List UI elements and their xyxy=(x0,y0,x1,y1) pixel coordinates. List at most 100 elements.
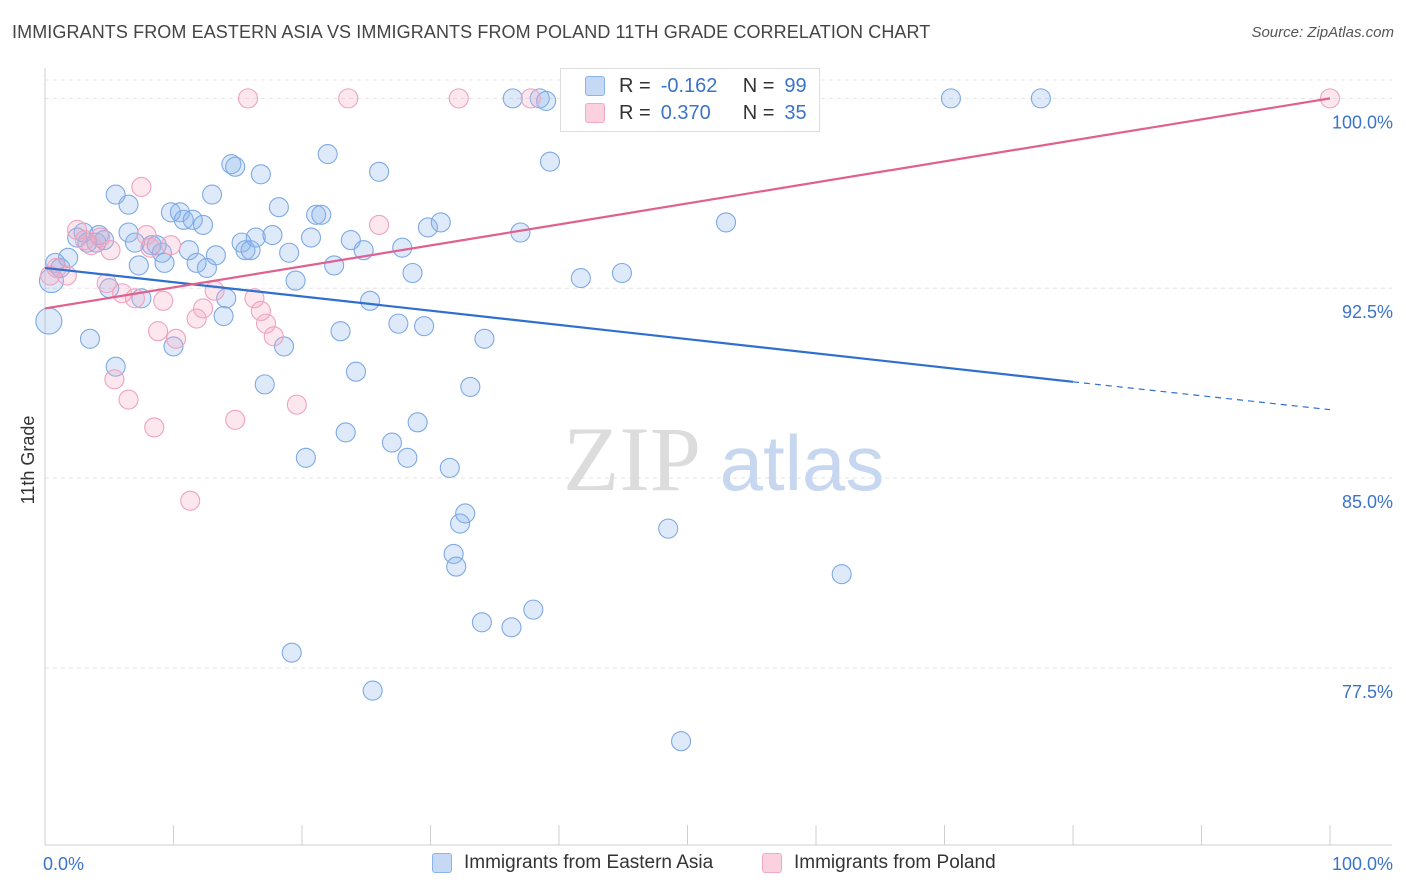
data-point xyxy=(180,490,201,511)
data-point xyxy=(501,617,522,638)
legend-swatch-eastern-asia xyxy=(432,853,452,873)
data-point xyxy=(381,432,403,453)
data-point xyxy=(273,336,295,357)
data-point xyxy=(100,240,121,261)
data-point xyxy=(455,503,476,524)
data-point xyxy=(306,204,327,225)
data-point xyxy=(262,224,283,246)
data-point xyxy=(658,518,679,539)
stats-swatch-eastern-asia xyxy=(585,76,605,96)
data-point xyxy=(300,227,322,248)
n-label: N = xyxy=(742,74,775,97)
data-point xyxy=(388,313,409,334)
data-point xyxy=(153,290,174,311)
y-tick-label: 100.0% xyxy=(1332,112,1393,132)
data-point xyxy=(186,308,207,329)
data-point xyxy=(520,88,541,109)
data-point xyxy=(148,321,169,342)
data-point xyxy=(324,255,345,276)
r-value-poland: 0.370 xyxy=(660,101,711,124)
trend-line-eastern-asia xyxy=(44,266,1074,383)
bottom-legend: Immigrants from Eastern Asia Immigrants … xyxy=(0,852,1406,878)
data-point xyxy=(671,731,692,752)
data-point xyxy=(417,217,438,238)
data-point xyxy=(460,376,481,397)
legend-item-eastern-asia[interactable]: Immigrants from Eastern Asia xyxy=(432,852,713,874)
data-point xyxy=(397,447,418,468)
grid-lines xyxy=(45,79,1392,669)
data-point xyxy=(163,336,184,357)
r-label: R = xyxy=(619,101,651,124)
data-point xyxy=(268,197,289,218)
data-point xyxy=(144,417,165,438)
stats-legend: R = -0.162 N = 99 R = 0.370 N = 35 xyxy=(560,68,820,132)
data-point xyxy=(392,237,413,258)
x-tick-label: 100.0% xyxy=(1332,854,1393,874)
data-point xyxy=(193,298,214,319)
legend-swatch-poland xyxy=(762,853,782,873)
data-point xyxy=(570,268,591,289)
data-point xyxy=(244,288,265,309)
data-point xyxy=(118,389,139,410)
data-point xyxy=(263,326,284,347)
data-point xyxy=(225,156,246,177)
data-point xyxy=(96,273,117,294)
series-eastern-asia-points xyxy=(35,88,1051,752)
axes xyxy=(44,68,1392,846)
r-label: R = xyxy=(619,74,651,97)
data-point xyxy=(136,224,157,246)
data-point xyxy=(407,412,428,433)
data-point xyxy=(402,262,423,284)
data-point xyxy=(285,270,306,291)
data-point xyxy=(118,222,139,243)
data-point xyxy=(611,262,633,284)
data-point xyxy=(237,88,259,109)
data-point xyxy=(523,599,544,620)
data-point xyxy=(128,255,149,276)
data-point xyxy=(286,394,307,415)
data-point xyxy=(439,457,460,478)
series-poland-points xyxy=(40,88,1341,511)
data-point xyxy=(245,227,266,248)
data-point xyxy=(193,214,214,235)
data-point xyxy=(205,245,226,266)
trend-line-eastern-asia-extension xyxy=(1072,381,1331,411)
data-point xyxy=(414,316,435,337)
data-point xyxy=(430,212,451,233)
data-point xyxy=(140,237,161,258)
y-tick-label: 77.5% xyxy=(1342,682,1393,702)
data-point xyxy=(317,144,338,165)
n-value-poland: 35 xyxy=(784,101,807,124)
data-point xyxy=(338,88,359,109)
legend-item-poland[interactable]: Immigrants from Poland xyxy=(762,852,996,874)
watermark-zip: ZIP xyxy=(563,408,701,510)
data-point xyxy=(281,642,302,663)
data-point xyxy=(154,252,175,273)
data-point xyxy=(279,242,300,263)
data-point xyxy=(335,422,356,443)
data-point xyxy=(362,680,383,701)
chart-title: IMMIGRANTS FROM EASTERN ASIA VS IMMIGRAN… xyxy=(12,22,931,42)
data-point xyxy=(166,328,187,349)
data-point xyxy=(104,369,125,390)
data-point xyxy=(255,313,277,334)
stats-row-poland: R = 0.370 N = 35 xyxy=(585,100,807,126)
trend-line-poland xyxy=(44,97,1331,310)
n-value-eastern-asia: 99 xyxy=(784,74,807,97)
trend-lines xyxy=(44,97,1331,411)
data-point xyxy=(443,543,464,564)
watermark-atlas: atlas xyxy=(720,419,885,507)
data-point xyxy=(202,184,223,205)
y-tick-label: 92.5% xyxy=(1342,302,1393,322)
data-point xyxy=(831,564,852,585)
data-point xyxy=(450,513,471,534)
data-point xyxy=(254,374,275,395)
data-point xyxy=(160,235,181,256)
data-point xyxy=(213,305,234,327)
data-point xyxy=(79,328,101,349)
data-point xyxy=(35,307,63,335)
n-label: N = xyxy=(742,101,775,124)
data-point xyxy=(539,151,561,172)
tick-labels: 100.0% 92.5% 85.0% 77.5% 0.0% 100.0% xyxy=(43,112,1393,874)
